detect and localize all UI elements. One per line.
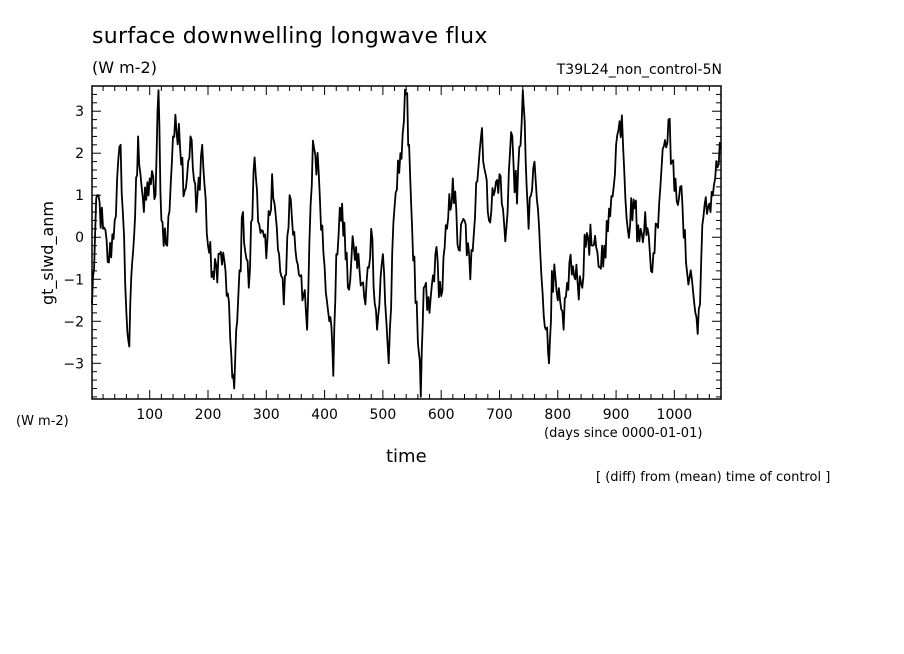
- x-tick-label: 800: [544, 407, 571, 423]
- x-tick-label: 700: [486, 407, 513, 423]
- y-tick-label: −3: [63, 356, 84, 372]
- title-units: (W m-2): [92, 58, 157, 77]
- y-tick-label: 1: [75, 188, 84, 204]
- x-tick-label: 400: [311, 407, 338, 423]
- x-tick-label: 100: [136, 407, 163, 423]
- x-axis-units: (days since 0000-01-01): [544, 426, 703, 441]
- y-tick-label: 3: [75, 104, 84, 120]
- x-tick-label: 900: [603, 407, 630, 423]
- run-label: T39L24_non_control-5N: [556, 62, 722, 78]
- tick-layer: 100 200 300 400 500 600 700 800 900 1000 −3 −2 −1 0 1 2…: [63, 85, 722, 423]
- y-tick-label: −2: [63, 314, 84, 330]
- x-tick-label: 300: [253, 407, 280, 423]
- x-tick-label: 600: [428, 407, 455, 423]
- series-line: [91, 88, 722, 398]
- chart-title: surface downwelling longwave flux: [92, 24, 488, 49]
- x-tick-label: 1000: [657, 407, 693, 423]
- y-tick-label: −1: [63, 272, 84, 288]
- y-tick-label: 0: [75, 230, 84, 246]
- x-tick-label: 200: [195, 407, 222, 423]
- y-tick-label: 2: [75, 146, 84, 162]
- y-axis-units: (W m-2): [16, 414, 69, 429]
- x-tick-label: 500: [370, 407, 397, 423]
- footnote: [ (diff) from (mean) time of control ]: [596, 470, 831, 485]
- plot-frame: [91, 85, 722, 400]
- series-layer: [91, 88, 722, 398]
- x-axis-label: time: [386, 446, 427, 467]
